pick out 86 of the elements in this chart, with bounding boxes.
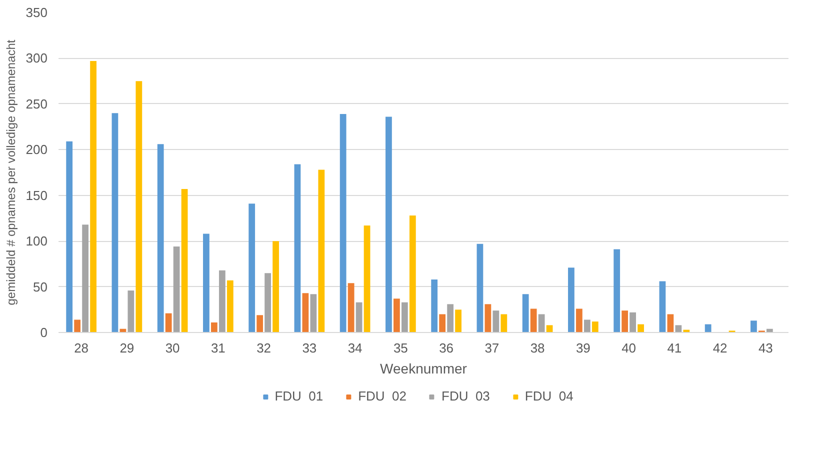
bar xyxy=(66,141,73,332)
bar xyxy=(431,279,438,332)
y-tick-label: 50 xyxy=(33,279,48,294)
bar xyxy=(455,310,462,332)
bar xyxy=(409,215,416,332)
bar xyxy=(310,294,317,332)
x-tick-label: 34 xyxy=(348,340,362,356)
x-tick-label: 31 xyxy=(210,340,226,356)
x-tick-label: 30 xyxy=(165,340,180,356)
x-tick-label: 37 xyxy=(484,340,500,356)
bar xyxy=(439,314,446,332)
bar xyxy=(272,241,279,332)
x-axis-title: Weeknummer xyxy=(380,360,468,376)
y-tick-label: 200 xyxy=(26,142,48,158)
bar xyxy=(638,324,644,332)
y-tick-label: 350 xyxy=(26,5,48,20)
bar xyxy=(82,224,88,332)
x-tick-label: 41 xyxy=(667,340,682,356)
x-tick-label: 32 xyxy=(256,340,272,356)
bar xyxy=(476,244,484,332)
x-tick-label: 33 xyxy=(302,340,317,356)
x-tick-label: 28 xyxy=(74,340,89,356)
bar xyxy=(500,314,508,332)
bar xyxy=(181,188,188,332)
x-tick-label: 29 xyxy=(120,340,134,356)
x-tick-label: 43 xyxy=(758,340,773,356)
bar xyxy=(340,114,346,332)
bar xyxy=(630,312,636,332)
bar xyxy=(248,204,256,332)
bar xyxy=(492,310,500,332)
bar xyxy=(538,314,545,332)
bar xyxy=(74,320,81,332)
bar xyxy=(226,280,234,332)
bar xyxy=(750,320,757,332)
bar xyxy=(294,164,301,332)
bar xyxy=(522,294,529,332)
bar xyxy=(592,322,598,332)
x-tick-label: 40 xyxy=(622,340,636,356)
bar xyxy=(394,298,400,332)
x-tick-label: 42 xyxy=(712,340,728,356)
legend-label: FDU 04 xyxy=(524,388,574,404)
bar xyxy=(704,324,712,332)
bar xyxy=(256,315,264,332)
legend-label: FDU 02 xyxy=(358,388,406,404)
bar xyxy=(264,273,271,332)
bar xyxy=(584,320,590,332)
bar xyxy=(568,268,574,332)
y-tick-label: 150 xyxy=(26,188,48,203)
bar xyxy=(401,302,408,332)
y-tick-label: 100 xyxy=(26,234,48,249)
bar xyxy=(675,325,682,332)
bar xyxy=(211,322,218,332)
bar xyxy=(659,281,666,332)
bar xyxy=(576,308,582,332)
y-tick-label: 0 xyxy=(40,325,48,340)
x-tick-label: 38 xyxy=(530,340,545,356)
bar xyxy=(546,325,553,332)
bar xyxy=(165,313,172,332)
bar xyxy=(203,234,210,332)
bar xyxy=(318,170,325,332)
bar xyxy=(90,60,96,332)
legend-label: FDU 01 xyxy=(274,388,324,404)
x-tick-label: 39 xyxy=(576,340,590,356)
bar xyxy=(173,246,180,332)
bar xyxy=(136,81,142,332)
bar xyxy=(302,293,309,332)
y-tick-label: 300 xyxy=(26,50,48,66)
bar xyxy=(667,314,674,332)
bar xyxy=(218,270,226,332)
bar xyxy=(386,116,392,332)
bar xyxy=(128,290,134,332)
x-tick-label: 35 xyxy=(393,340,408,356)
bar xyxy=(447,304,454,332)
bar xyxy=(530,308,537,332)
y-tick-label: 250 xyxy=(26,96,48,112)
bar xyxy=(348,283,354,332)
bar xyxy=(112,113,118,332)
bar xyxy=(484,304,492,332)
legend-label: FDU 03 xyxy=(442,388,490,404)
bar xyxy=(157,144,164,332)
bar xyxy=(364,226,370,332)
x-tick-label: 36 xyxy=(439,340,454,356)
bar xyxy=(614,249,620,332)
bar xyxy=(356,302,362,332)
bar xyxy=(622,310,628,332)
y-axis-title: gemiddeld # opnames per volledige opnamenacht xyxy=(4,39,18,306)
